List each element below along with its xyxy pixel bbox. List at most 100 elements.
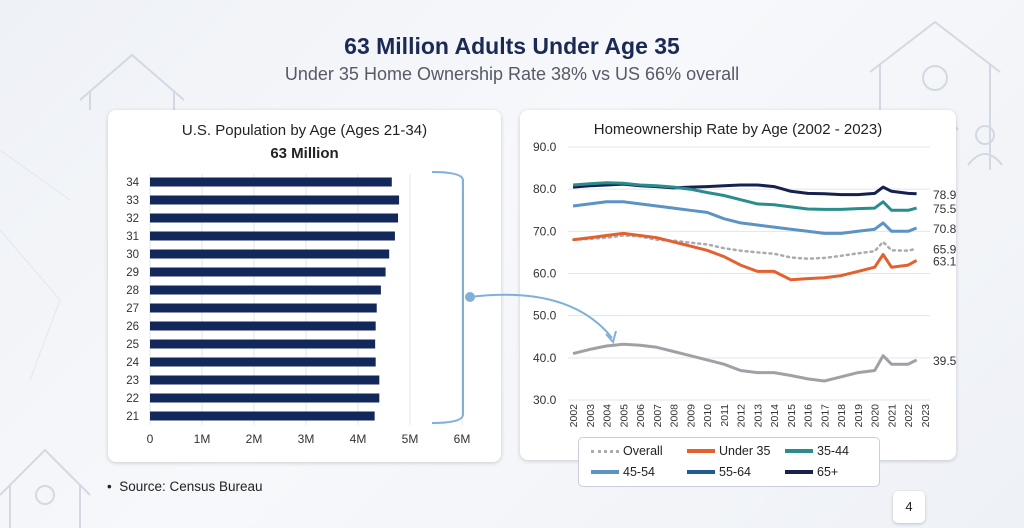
x-tick-label: 2021 <box>886 404 898 428</box>
y-tick-label: 24 <box>126 357 139 369</box>
series-line-45-54 <box>572 200 918 235</box>
bar <box>150 267 386 277</box>
y-tick-label: 28 <box>126 285 139 297</box>
bar <box>150 285 381 295</box>
population-bar-chart: 0 1M 2M 3M 4M 5M 6M 34 33 32 31 30 29 28 27 26 25 24 23 22 2… <box>126 174 470 446</box>
connector-arrow <box>469 293 613 339</box>
page-title: 63 Million Adults Under Age 35 <box>344 33 680 59</box>
connector <box>431 171 617 424</box>
y-tick-label: 29 <box>126 267 139 279</box>
legend-label: 45-54 <box>623 465 655 479</box>
y-tick-label: 50.0 <box>533 309 557 323</box>
x-tick-label: 2012 <box>736 404 748 428</box>
x-tick-label: 2009 <box>685 404 697 428</box>
bar <box>150 339 376 349</box>
x-tick-label: 0 <box>147 432 154 446</box>
y-tick-label: 70.0 <box>533 224 557 238</box>
legend-label: 65+ <box>817 465 839 479</box>
bar <box>150 357 376 367</box>
x-tick-label: 2010 <box>702 404 714 428</box>
y-tick-label: 21 <box>126 411 139 423</box>
x-tick-label: 3M <box>298 432 315 446</box>
x-tick-label: 2002 <box>568 404 580 428</box>
legend-item-under-35: Under 35 <box>687 444 770 458</box>
y-tick-label: 30 <box>126 249 139 261</box>
legend-label: Under 35 <box>719 444 771 458</box>
y-tick-label: 25 <box>126 339 139 351</box>
x-tick-label: 2014 <box>769 404 781 428</box>
end-value-label: 78.9 <box>933 188 957 202</box>
x-tick-label: 2007 <box>652 404 664 428</box>
x-tick-label: 2020 <box>870 404 882 428</box>
bar <box>150 231 395 241</box>
x-tick-label: 1M <box>194 432 211 446</box>
x-tick-label: 2018 <box>836 404 848 428</box>
legend-item-65-plus: 65+ <box>785 465 838 479</box>
bar <box>150 321 376 331</box>
source-note: • Source: Census Bureau <box>107 479 263 494</box>
x-tick-label: 2008 <box>669 404 681 428</box>
y-tick-label: 27 <box>126 303 139 315</box>
y-tick-label: 90.0 <box>533 140 557 154</box>
x-tick-label: 4M <box>350 432 367 446</box>
series-line-under-35 <box>572 231 918 282</box>
y-tick-label: 22 <box>126 393 139 405</box>
legend-label: 35-44 <box>817 444 849 458</box>
chart-legend: Overall Under 35 35-44 45-54 55-64 65+ <box>578 437 880 487</box>
homeownership-chart-title: Homeownership Rate by Age (2002 - 2023) <box>593 121 883 138</box>
bar <box>150 393 380 403</box>
legend-item-overall: Overall <box>591 444 663 458</box>
x-tick-label: 2022 <box>903 404 915 428</box>
x-tick-label: 2004 <box>602 404 614 428</box>
connector-dot <box>465 292 475 302</box>
population-chart-title: U.S. Population by Age (Ages 21-34) <box>181 122 428 139</box>
y-tick-label: 34 <box>126 177 139 189</box>
page-number: 4 <box>893 491 925 523</box>
x-tick-label: 2006 <box>635 404 647 428</box>
x-tick-label: 5M <box>402 432 419 446</box>
y-tick-label: 80.0 <box>533 182 557 196</box>
homeownership-line-chart: 90.0 80.0 70.0 60.0 50.0 40.0 30.0 2002 2003 2004… <box>533 140 957 427</box>
house-icon <box>0 448 91 528</box>
x-tick-label: 2013 <box>752 404 764 428</box>
y-tick-label: 33 <box>126 195 139 207</box>
legend-label: 55-64 <box>719 465 751 479</box>
series-line-overall <box>571 234 918 260</box>
x-tick-label: 2023 <box>920 404 932 428</box>
legend-item-55-64: 55-64 <box>687 465 751 479</box>
end-value-label: 39.5 <box>933 354 957 368</box>
bar <box>150 303 377 313</box>
y-tick-label: 60.0 <box>533 267 557 281</box>
y-tick-label: 23 <box>126 375 139 387</box>
y-tick-label: 40.0 <box>533 351 557 365</box>
end-value-label: 65.9 <box>933 243 957 257</box>
x-tick-label: 2003 <box>585 404 597 428</box>
x-tick-label: 2M <box>246 432 263 446</box>
y-tick-label: 32 <box>126 213 139 225</box>
bar <box>150 375 380 385</box>
series-line-35-44 <box>572 181 917 212</box>
end-value-label: 75.5 <box>933 202 957 216</box>
x-tick-label: 2017 <box>819 404 831 428</box>
homeownership-chart-card: Homeownership Rate by Age (2002 - 2023) <box>520 110 956 460</box>
y-tick-label: 31 <box>126 231 139 243</box>
x-tick-label: 2019 <box>853 404 865 428</box>
bar <box>150 195 400 205</box>
population-chart-subtitle: 63 Million <box>270 145 339 162</box>
end-value-label: 70.8 <box>933 222 957 236</box>
series-line-unlabeled <box>572 342 918 383</box>
x-tick-label: 2011 <box>719 404 731 427</box>
x-tick-label: 2015 <box>786 404 798 428</box>
end-value-label: 63.1 <box>933 254 957 268</box>
bracket <box>431 171 464 424</box>
x-tick-label: 2005 <box>618 404 630 428</box>
bar <box>150 213 399 223</box>
legend-item-45-54: 45-54 <box>591 465 655 479</box>
house-icon <box>79 53 185 110</box>
page-subtitle: Under 35 Home Ownership Rate 38% vs US 6… <box>284 64 740 84</box>
bar <box>150 177 392 187</box>
x-tick-label: 2016 <box>803 404 815 428</box>
bar <box>150 411 375 421</box>
source-text: Source: Census Bureau <box>119 479 263 494</box>
